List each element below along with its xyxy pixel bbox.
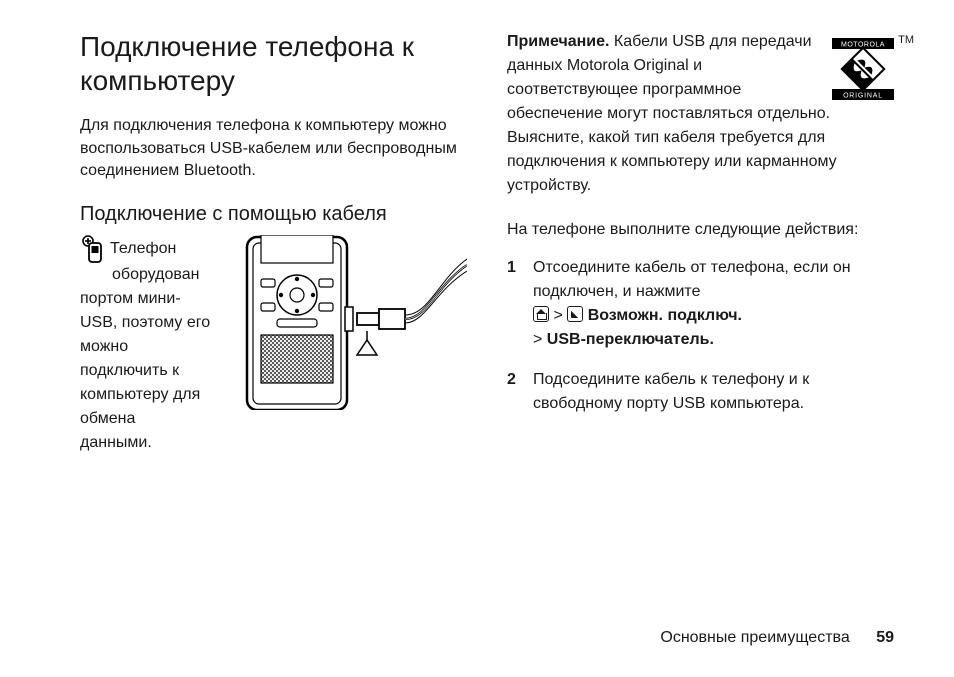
phone-feature-icon	[80, 235, 108, 263]
step-2: 2 Подсоедините кабель к телефону и к сво…	[507, 368, 894, 416]
cable-text-rest: портом мини-USB, поэтому его можно подкл…	[80, 290, 210, 451]
intro-paragraph: Для подключения телефона к компьютеру мо…	[80, 115, 467, 182]
step-number: 1	[507, 256, 516, 280]
page-title: Подключение телефона к компьютеру	[80, 30, 467, 97]
two-column-layout: Подключение телефона к компьютеру Для по…	[80, 30, 894, 455]
note-paragraph: Примечание. Кабели USB для передачи данн…	[507, 30, 837, 198]
step1-text-a: Отсоедините кабель от телефона, если он …	[533, 259, 851, 300]
logo-bottom-text: ORIGINAL	[843, 93, 883, 100]
step1-menu-b: USB-переключатель.	[547, 331, 714, 348]
steps-intro: На телефоне выполните следующие действия…	[507, 218, 894, 242]
cable-text-line1: Телефон	[110, 241, 176, 258]
steps-list: 1 Отсоедините кабель от телефона, если о…	[507, 256, 894, 416]
step1-menu-a: Возможн. подключ.	[588, 307, 742, 324]
cable-description: Телефон оборудован портом мини-USB, поэт…	[80, 235, 467, 455]
trademark-symbol: TM	[898, 34, 914, 46]
note-label: Примечание.	[507, 33, 609, 50]
menu-key-icon	[567, 306, 583, 322]
motorola-original-logo: MOTOROLA ORIGINAL	[832, 38, 894, 100]
page-number: 59	[876, 629, 894, 646]
step-number: 2	[507, 368, 516, 392]
step2-text: Подсоедините кабель к телефону и к свобо…	[533, 371, 809, 412]
step-1: 1 Отсоедините кабель от телефона, если о…	[507, 256, 894, 352]
home-key-icon	[533, 306, 549, 322]
note-body: Кабели USB для передачи данных Motorola …	[507, 33, 837, 194]
subheading-cable: Подключение с помощью кабеля	[80, 202, 467, 227]
footer-section: Основные преимущества	[660, 629, 849, 646]
phone-usb-illustration	[217, 235, 467, 410]
page-footer: Основные преимущества 59	[660, 629, 894, 647]
cable-text-line2: оборудован	[112, 266, 199, 283]
left-column: Подключение телефона к компьютеру Для по…	[80, 30, 467, 455]
